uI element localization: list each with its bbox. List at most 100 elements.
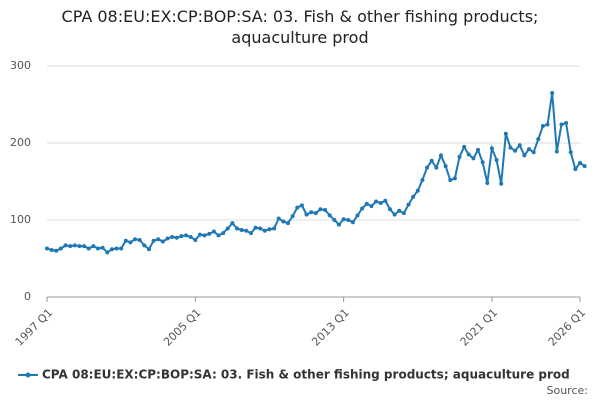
point bbox=[434, 165, 439, 170]
point bbox=[466, 152, 471, 157]
point bbox=[156, 237, 161, 242]
point bbox=[531, 150, 536, 155]
point bbox=[406, 202, 411, 207]
point bbox=[559, 122, 564, 127]
point bbox=[378, 201, 383, 206]
source: Source: bbox=[547, 384, 589, 397]
point bbox=[244, 228, 249, 233]
point bbox=[508, 145, 513, 150]
point bbox=[425, 165, 430, 170]
point bbox=[485, 181, 490, 186]
point bbox=[341, 217, 346, 222]
series-line bbox=[46, 92, 586, 254]
point bbox=[188, 234, 193, 239]
point bbox=[578, 161, 582, 166]
point bbox=[350, 220, 355, 225]
point bbox=[443, 164, 448, 169]
point bbox=[369, 204, 374, 209]
point bbox=[267, 227, 272, 232]
point bbox=[146, 247, 151, 252]
point bbox=[387, 207, 392, 212]
point bbox=[299, 203, 304, 208]
point bbox=[160, 239, 165, 244]
point bbox=[276, 216, 281, 221]
point bbox=[137, 238, 142, 243]
point bbox=[105, 250, 110, 255]
point bbox=[383, 198, 388, 203]
point bbox=[513, 148, 518, 153]
point bbox=[438, 153, 443, 158]
point bbox=[235, 226, 240, 231]
x-tick-label: 1997 Q1 bbox=[13, 306, 56, 349]
point bbox=[522, 153, 527, 158]
point bbox=[323, 207, 328, 212]
point bbox=[221, 231, 226, 236]
point bbox=[128, 240, 133, 245]
point bbox=[211, 229, 216, 234]
point bbox=[457, 154, 462, 159]
point bbox=[142, 243, 147, 248]
point bbox=[540, 124, 545, 129]
point bbox=[281, 219, 286, 224]
point bbox=[397, 208, 402, 213]
legend-label: CPA 08:EU:EX:CP:BOP:SA: 03. Fish & other… bbox=[42, 368, 570, 382]
point bbox=[355, 213, 360, 218]
point bbox=[119, 246, 124, 251]
point bbox=[392, 212, 397, 217]
point bbox=[564, 120, 569, 125]
point bbox=[304, 212, 309, 217]
y-tick-label: 0 bbox=[24, 290, 31, 303]
point bbox=[476, 147, 481, 152]
point bbox=[54, 248, 59, 253]
point bbox=[58, 246, 63, 251]
x-tick-label: 2026 Q1 bbox=[546, 306, 589, 349]
point bbox=[151, 238, 156, 243]
point bbox=[202, 233, 207, 238]
point bbox=[517, 143, 522, 148]
point bbox=[448, 177, 453, 182]
point bbox=[401, 211, 406, 216]
point bbox=[313, 211, 318, 216]
point bbox=[109, 247, 114, 252]
point bbox=[545, 122, 550, 127]
x-tick-label: 2021 Q1 bbox=[458, 306, 501, 349]
point bbox=[309, 210, 314, 215]
point bbox=[207, 231, 212, 236]
point bbox=[568, 150, 573, 155]
point bbox=[225, 226, 230, 231]
point bbox=[415, 188, 420, 193]
point bbox=[77, 244, 82, 249]
point bbox=[364, 201, 369, 206]
y-tick-label: 300 bbox=[10, 59, 31, 72]
point bbox=[471, 156, 476, 161]
point bbox=[91, 244, 96, 249]
point bbox=[165, 236, 170, 241]
point bbox=[230, 221, 235, 226]
point bbox=[239, 228, 244, 233]
point bbox=[272, 226, 277, 231]
point bbox=[72, 243, 77, 248]
point bbox=[170, 234, 175, 239]
point bbox=[411, 194, 416, 199]
point bbox=[82, 244, 87, 249]
point bbox=[68, 244, 73, 249]
point bbox=[197, 232, 202, 237]
point bbox=[179, 234, 184, 239]
point bbox=[174, 235, 179, 240]
point bbox=[462, 144, 467, 149]
point bbox=[503, 131, 508, 136]
point bbox=[114, 246, 119, 251]
point bbox=[193, 238, 198, 243]
point bbox=[286, 221, 291, 226]
point bbox=[494, 157, 499, 162]
point bbox=[295, 205, 300, 210]
point bbox=[100, 245, 105, 250]
y-tick-label: 200 bbox=[10, 136, 31, 149]
point bbox=[332, 218, 337, 222]
point bbox=[336, 222, 341, 227]
x-tick-label: 2005 Q1 bbox=[161, 306, 204, 349]
point bbox=[527, 147, 532, 152]
point bbox=[374, 199, 379, 204]
